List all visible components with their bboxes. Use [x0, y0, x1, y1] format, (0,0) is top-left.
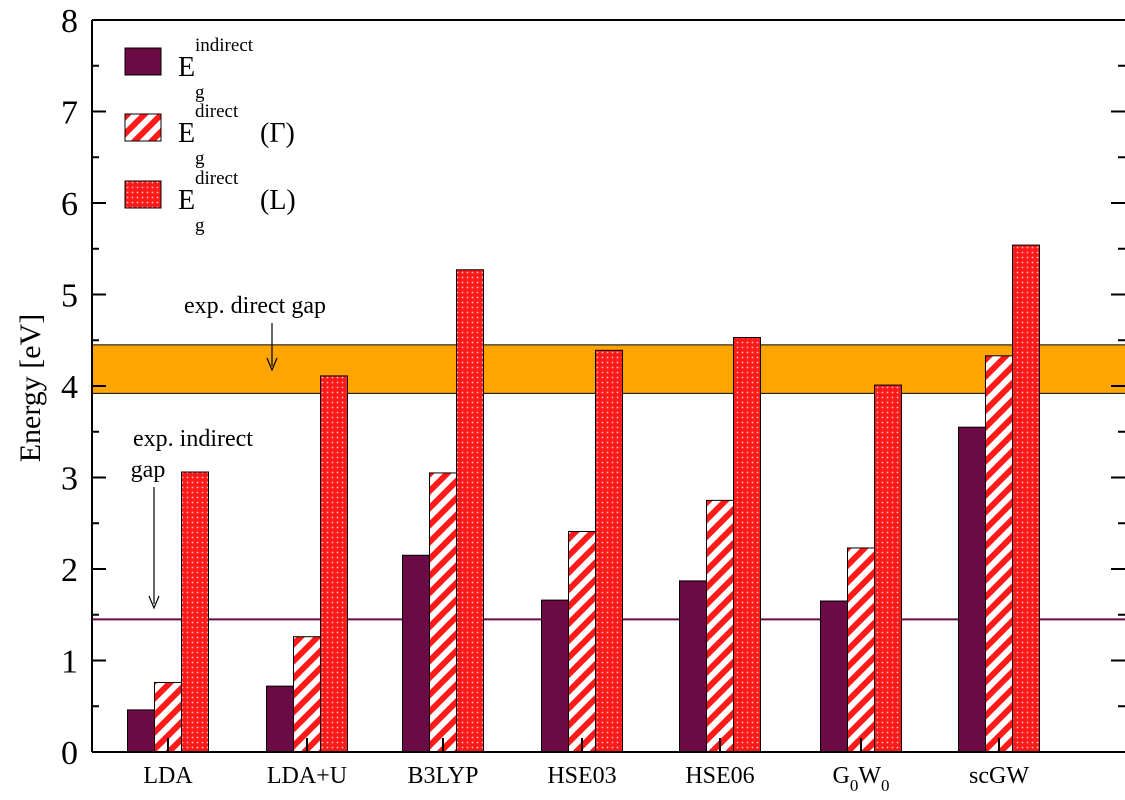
legend-subscript-direct_L: g — [195, 215, 205, 236]
bar-direct_L-1 — [320, 375, 348, 753]
legend-superscript-indirect: indirect — [195, 35, 254, 56]
legend-superscript-direct_L: direct — [195, 168, 239, 189]
y-tick-label-6: 6 — [61, 186, 78, 223]
y-tick-label-0: 0 — [61, 735, 78, 772]
y-tick-label-2: 2 — [61, 552, 78, 589]
legend-subscript-direct_gamma: g — [195, 148, 205, 169]
x-tick-label-4: HSE06 — [685, 763, 754, 789]
x-tick-label-0: LDA — [143, 763, 193, 789]
x-tick-label-subscript: 0 — [850, 776, 859, 795]
bar-direct_L-0 — [181, 471, 209, 753]
annotations-layer: exp. direct gap exp. indirect gap — [131, 293, 326, 610]
ticks-layer — [92, 19, 1125, 753]
y-tick-label-8: 8 — [61, 3, 78, 40]
legend-suffix-direct_gamma: (Γ) — [260, 118, 295, 149]
bar-direct_L-5 — [874, 384, 902, 753]
bar-indirect-1 — [266, 685, 294, 753]
bar-direct_gamma-3 — [568, 530, 596, 753]
x-tick-label-subscript: 0 — [881, 776, 890, 795]
bars-layer — [127, 244, 1040, 753]
x-tick-label-text: G — [833, 763, 850, 789]
exp-direct-gap-label: exp. direct gap — [184, 293, 326, 319]
bar-indirect-4 — [679, 580, 707, 753]
x-tick-label-5: G0W0 — [833, 763, 890, 795]
bar-direct_L-6 — [1012, 244, 1040, 753]
x-tick-label-text: scGW — [969, 763, 1029, 789]
x-tick-label-text: LDA+U — [267, 763, 347, 789]
x-tick-label-6: scGW — [969, 763, 1029, 789]
bar-indirect-5 — [820, 600, 848, 753]
x-tick-label-text: B3LYP — [408, 763, 479, 789]
legend-label-indirect: E — [178, 52, 195, 83]
y-tick-label-5: 5 — [61, 278, 78, 315]
legend-label-direct_L: E — [178, 185, 195, 216]
x-tick-label-text: W — [858, 763, 881, 789]
bar-direct_L-4 — [733, 337, 761, 753]
bar-indirect-3 — [541, 599, 569, 753]
x-tick-label-text: HSE06 — [685, 763, 754, 789]
bar-direct_L-2 — [456, 269, 484, 753]
bar-indirect-2 — [402, 554, 430, 753]
bar-indirect-6 — [958, 426, 986, 753]
exp-indirect-gap-label-line1: exp. indirect — [133, 426, 253, 452]
legend-swatch-indirect — [124, 47, 162, 76]
y-tick-label-1: 1 — [61, 644, 78, 681]
x-tick-label-text: LDA — [143, 763, 193, 789]
bar-direct_gamma-4 — [706, 499, 734, 753]
legend-label-main: E — [178, 185, 195, 216]
bar-direct_gamma-5 — [847, 547, 875, 753]
legend-swatch-direct_L — [124, 180, 162, 209]
legend-label-main: E — [178, 52, 195, 83]
bar-indirect-0 — [127, 709, 155, 753]
legend-suffix-direct_L: (L) — [260, 185, 296, 216]
exp-indirect-gap-label-line2: gap — [131, 457, 166, 483]
x-tick-label-1: LDA+U — [267, 763, 347, 789]
legend-superscript-direct_gamma: direct — [195, 101, 239, 122]
bar-direct_gamma-2 — [429, 472, 457, 753]
legend-swatch-direct_gamma — [124, 113, 162, 142]
legend-label-main: E — [178, 118, 195, 149]
bar-direct_gamma-6 — [985, 355, 1013, 753]
x-tick-label-2: B3LYP — [408, 763, 479, 789]
bar-direct_gamma-1 — [293, 636, 321, 753]
y-tick-label-7: 7 — [61, 95, 78, 132]
y-tick-label-3: 3 — [61, 461, 78, 498]
x-tick-label-3: HSE03 — [547, 763, 616, 789]
y-tick-label-4: 4 — [61, 369, 78, 406]
exp-direct-gap-arrow-head — [266, 357, 278, 372]
y-axis-title: Energy [eV] — [14, 314, 47, 463]
exp-indirect-gap-arrow-head — [148, 595, 160, 610]
legend-subscript-indirect: g — [195, 82, 205, 103]
legend-label-direct_gamma: E — [178, 118, 195, 149]
bar-direct_L-3 — [595, 349, 623, 753]
x-tick-label-text: HSE03 — [547, 763, 616, 789]
